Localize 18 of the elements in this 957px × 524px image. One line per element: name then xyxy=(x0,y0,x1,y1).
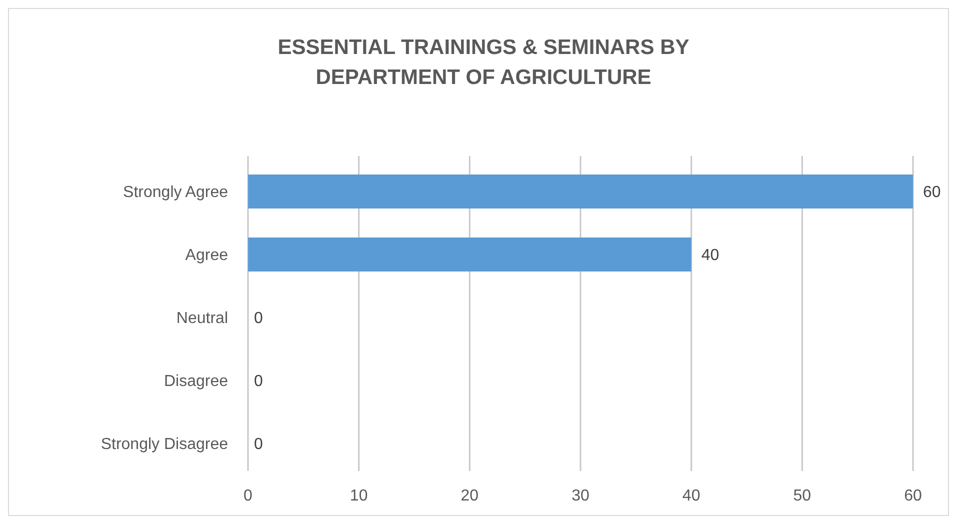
x-tick-label: 40 xyxy=(682,488,700,505)
x-tick-label: 0 xyxy=(244,488,253,505)
chart-title: ESSENTIAL TRAININGS & SEMINARS BY DEPARTMENT OF AGRICULTURE xyxy=(278,36,690,89)
y-tick-label: Agree xyxy=(185,247,228,264)
x-tick-label: 30 xyxy=(572,488,590,505)
y-tick-label: Disagree xyxy=(164,373,228,390)
data-label: 0 xyxy=(254,373,263,390)
data-label: 60 xyxy=(923,184,941,202)
x-tick-label: 50 xyxy=(793,488,812,505)
x-tick-label: 60 xyxy=(904,488,922,505)
x-tick-label: 10 xyxy=(350,488,368,505)
y-tick-label: Strongly Disagree xyxy=(100,436,228,454)
x-tick-label: 20 xyxy=(460,488,479,505)
data-label: 40 xyxy=(701,247,720,264)
data-label: 0 xyxy=(254,310,263,328)
y-tick-label: Strongly Agree xyxy=(123,184,228,202)
data-label: 0 xyxy=(254,436,263,454)
y-tick-label: Neutral xyxy=(176,310,228,328)
